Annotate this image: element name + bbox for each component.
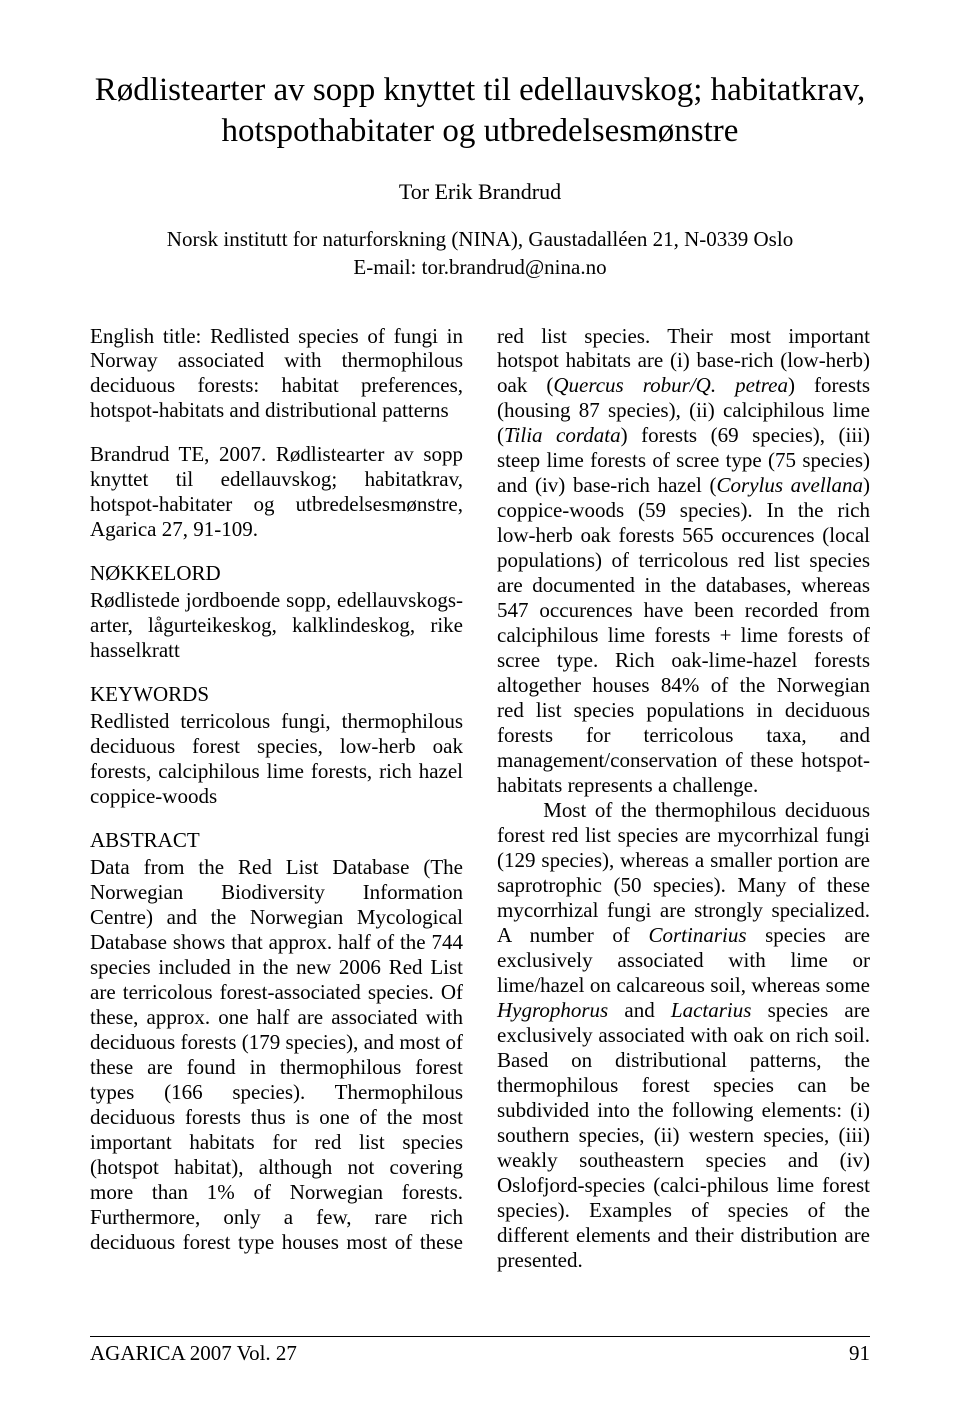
affiliation: Norsk institutt for naturforskning (NINA… [90, 227, 870, 252]
keywords-no-heading: NØKKELORD [90, 561, 463, 586]
keywords-en: Redlisted terricolous fungi, thermophilo… [90, 709, 463, 809]
abstract-para-2: Most of the thermophilous deciduous fore… [497, 798, 870, 1273]
article-title: Rødlistearter av sopp knyttet til edella… [90, 70, 870, 153]
page-footer: AGARICA 2007 Vol. 27 91 [90, 1336, 870, 1366]
author: Tor Erik Brandrud [90, 179, 870, 205]
citation: Brandrud TE, 2007. Rødlistearter av sopp… [90, 442, 463, 542]
footer-journal: AGARICA 2007 Vol. 27 [90, 1341, 297, 1366]
english-title: English title: Redlisted species of fung… [90, 324, 463, 424]
body-columns: English title: Redlisted species of fung… [90, 324, 870, 1273]
abstract-heading: ABSTRACT [90, 828, 463, 853]
keywords-no: Rødlistede jordboende sopp, edellauvskog… [90, 588, 463, 663]
keywords-en-heading: KEYWORDS [90, 682, 463, 707]
author-email: E-mail: tor.brandrud@nina.no [90, 255, 870, 280]
footer-page-number: 91 [849, 1341, 870, 1366]
